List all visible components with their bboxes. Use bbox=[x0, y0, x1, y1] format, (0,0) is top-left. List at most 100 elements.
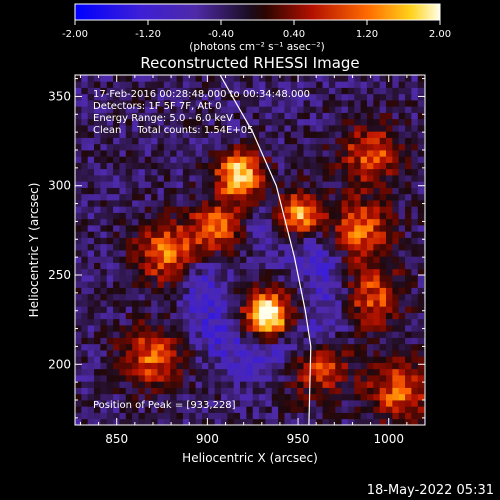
heatmap-cell bbox=[379, 150, 387, 157]
heatmap-cell bbox=[151, 281, 158, 288]
heatmap-cell bbox=[144, 293, 152, 301]
heatmap-cell bbox=[113, 300, 120, 307]
heatmap-cell bbox=[354, 218, 362, 226]
heatmap-cell bbox=[303, 262, 311, 270]
heatmap-cell bbox=[240, 212, 247, 220]
heatmap-cell bbox=[138, 168, 146, 176]
heatmap-cell bbox=[119, 287, 127, 295]
heatmap-cell bbox=[386, 125, 393, 132]
heatmap-cell bbox=[100, 318, 108, 326]
heatmap-cell bbox=[176, 325, 184, 332]
heatmap-cell bbox=[195, 400, 203, 407]
heatmap-cell bbox=[132, 100, 139, 107]
heatmap-cell bbox=[265, 137, 273, 145]
heatmap-cell bbox=[411, 362, 419, 370]
heatmap-cell bbox=[227, 250, 235, 257]
heatmap-cell bbox=[227, 362, 235, 370]
heatmap-cell bbox=[417, 143, 425, 151]
heatmap-cell bbox=[87, 181, 95, 188]
heatmap-cell bbox=[227, 393, 235, 401]
heatmap-cell bbox=[220, 162, 228, 170]
heatmap-cell bbox=[125, 331, 133, 338]
heatmap-cell bbox=[392, 81, 400, 88]
heatmap-cell bbox=[290, 368, 298, 376]
heatmap-cell bbox=[392, 350, 400, 357]
heatmap-cell bbox=[100, 381, 108, 388]
heatmap-cell bbox=[366, 350, 374, 357]
heatmap-cell bbox=[240, 268, 247, 276]
heatmap-cell bbox=[151, 237, 158, 245]
heatmap-cell bbox=[392, 418, 400, 425]
heatmap-cell bbox=[176, 312, 184, 320]
heatmap-cell bbox=[163, 281, 171, 288]
heatmap-cell bbox=[246, 125, 254, 132]
heatmap-cell bbox=[341, 300, 349, 307]
heatmap-cell bbox=[163, 93, 171, 101]
heatmap-cell bbox=[322, 281, 330, 288]
heatmap-cell bbox=[208, 200, 216, 207]
heatmap-cell bbox=[233, 300, 241, 307]
heatmap-cell bbox=[290, 75, 298, 82]
heatmap-cell bbox=[341, 293, 349, 301]
heatmap-cell bbox=[233, 87, 241, 95]
heatmap-cell bbox=[214, 100, 222, 107]
heatmap-cell bbox=[151, 231, 158, 238]
heatmap-cell bbox=[354, 131, 362, 138]
heatmap-cell bbox=[144, 150, 152, 157]
heatmap-cell bbox=[328, 312, 336, 320]
colorbar-tick-label: -2.00 bbox=[62, 29, 88, 40]
heatmap-cell bbox=[411, 356, 419, 363]
heatmap-cell bbox=[75, 87, 82, 95]
heatmap-cell bbox=[125, 137, 133, 145]
heatmap-cell bbox=[354, 281, 362, 288]
heatmap-cell bbox=[309, 231, 317, 238]
heatmap-cell bbox=[309, 293, 317, 301]
heatmap-cell bbox=[157, 162, 165, 170]
heatmap-cell bbox=[176, 112, 184, 120]
heatmap-cell bbox=[233, 387, 241, 395]
heatmap-cell bbox=[379, 75, 387, 82]
heatmap-cell bbox=[392, 318, 400, 326]
heatmap-cell bbox=[170, 350, 177, 357]
heatmap-cell bbox=[328, 118, 336, 126]
heatmap-cell bbox=[132, 106, 139, 113]
heatmap-cell bbox=[233, 350, 241, 357]
heatmap-cell bbox=[87, 225, 95, 232]
heatmap-cell bbox=[106, 281, 114, 288]
heatmap-cell bbox=[163, 337, 171, 345]
heatmap-cell bbox=[271, 243, 279, 251]
heatmap-cell bbox=[81, 131, 89, 138]
heatmap-cell bbox=[411, 400, 419, 407]
heatmap-cell bbox=[170, 131, 177, 138]
heatmap-cell bbox=[309, 168, 317, 176]
heatmap-cell bbox=[259, 375, 266, 382]
heatmap-cell bbox=[252, 225, 260, 232]
heatmap-cell bbox=[392, 175, 400, 182]
heatmap-cell bbox=[87, 325, 95, 332]
heatmap-cell bbox=[119, 125, 127, 132]
heatmap-cell bbox=[386, 412, 393, 420]
heatmap-cell bbox=[220, 306, 228, 313]
heatmap-cell bbox=[290, 218, 298, 226]
heatmap-cell bbox=[125, 168, 133, 176]
heatmap-cell bbox=[284, 125, 292, 132]
heatmap-cell bbox=[75, 300, 82, 307]
heatmap-cell bbox=[271, 81, 279, 88]
heatmap-cell bbox=[303, 387, 311, 395]
heatmap-cell bbox=[316, 418, 323, 425]
heatmap-cell bbox=[132, 112, 139, 120]
heatmap-cell bbox=[125, 312, 133, 320]
heatmap-cell bbox=[246, 225, 254, 232]
colorbar-tick-label: 0.40 bbox=[283, 29, 305, 40]
heatmap-cell bbox=[290, 237, 298, 245]
heatmap-cell bbox=[195, 150, 203, 157]
heatmap-cell bbox=[290, 93, 298, 101]
heatmap-cell bbox=[214, 137, 222, 145]
heatmap-cell bbox=[176, 231, 184, 238]
heatmap-cell bbox=[144, 131, 152, 138]
heatmap-cell bbox=[386, 81, 393, 88]
heatmap-cell bbox=[201, 362, 209, 370]
heatmap-cell bbox=[265, 212, 273, 220]
heatmap-cell bbox=[170, 162, 177, 170]
